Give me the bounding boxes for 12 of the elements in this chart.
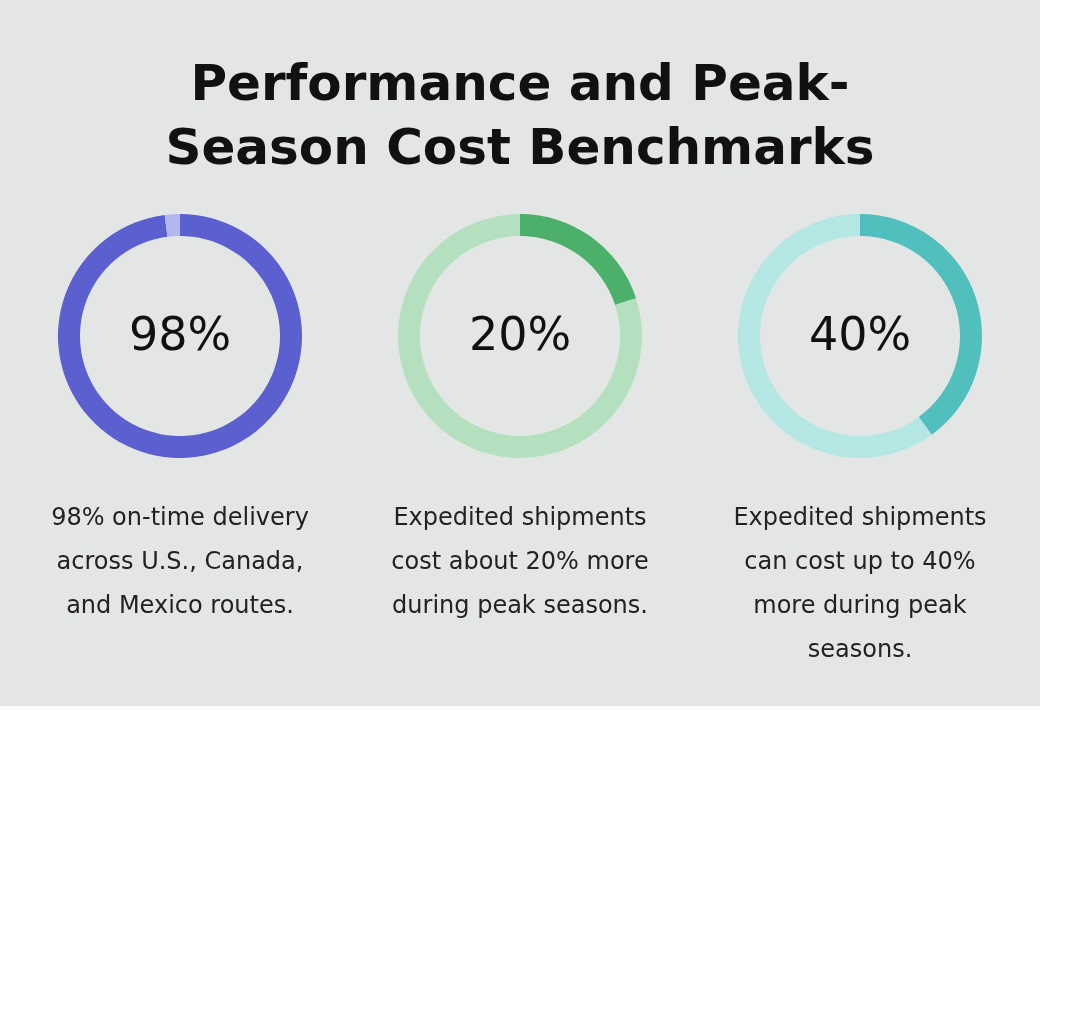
donut-slice: [58, 214, 302, 458]
donut-slice: [164, 214, 180, 237]
text: Performance and Peak-Season Cost Benchmarks: [165, 54, 875, 176]
donut-slice: [398, 214, 642, 458]
text: 98% on-time delivery across U.S., Canada, and Mexico routes.: [51, 503, 309, 619]
data-label: 98%: [128, 307, 232, 361]
donut-slice: [738, 214, 932, 458]
data-label: 40%: [808, 307, 912, 361]
text: Expedited shipments cost about 20% more during peak seasons.: [391, 503, 649, 619]
donut-slice: [520, 214, 637, 306]
data-label: 20%: [468, 307, 572, 361]
text: Expedited shipments can cost up to 40% more during peak seasons.: [733, 503, 987, 663]
